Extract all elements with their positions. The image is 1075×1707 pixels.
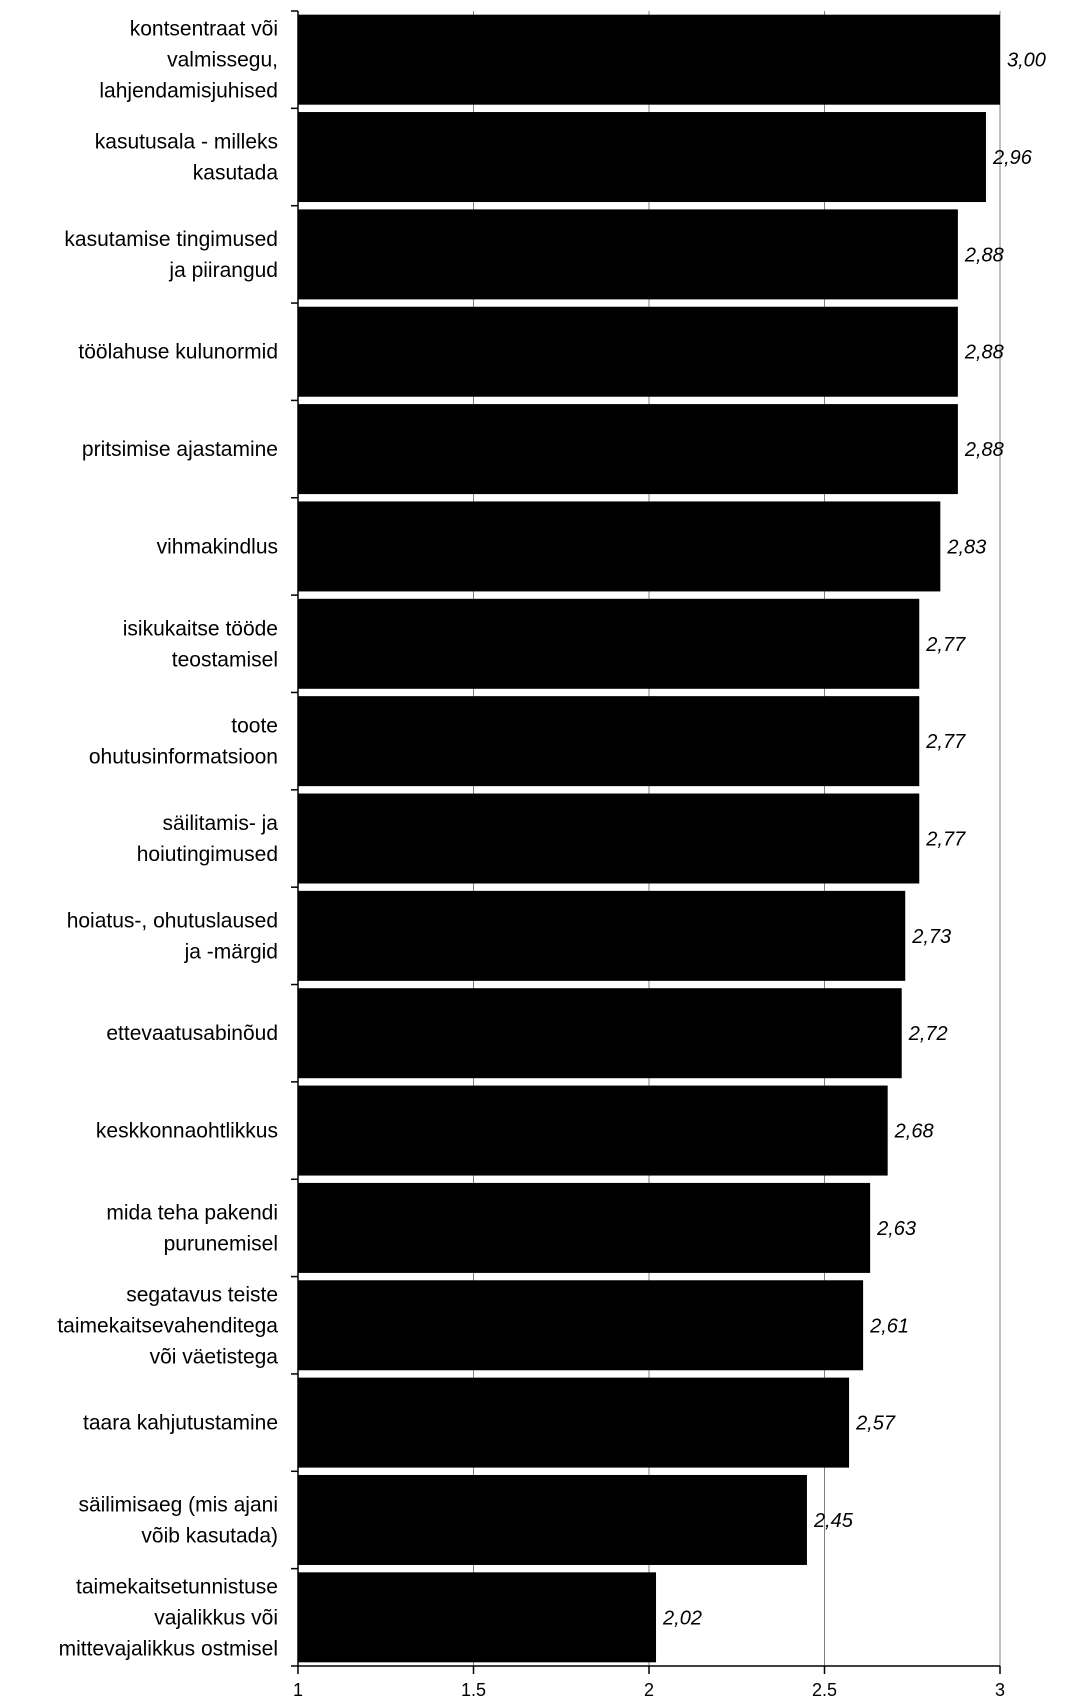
bar bbox=[298, 696, 920, 787]
category-label: segatavus teiste taimekaitsevahenditega võ… bbox=[57, 1283, 278, 1368]
value-label: 2,72 bbox=[908, 1023, 948, 1045]
x-tick-label: 2 bbox=[644, 1680, 654, 1700]
category-label-line: ettevaatusabinõud bbox=[106, 1022, 278, 1045]
value-label: 2,57 bbox=[855, 1413, 896, 1435]
value-label: 2,61 bbox=[869, 1315, 909, 1337]
category-label: kasutamise tingimused ja piirangud bbox=[64, 228, 278, 282]
category-label: pritsimise ajastamine bbox=[82, 438, 278, 461]
category-label: toote ohutusinformatsioon bbox=[89, 715, 278, 769]
category-label-line: kasutusala - milleks bbox=[95, 131, 278, 154]
bar bbox=[298, 14, 1000, 105]
category-label-line: ja piirangud bbox=[168, 259, 278, 282]
category-label: töölahuse kulunormid bbox=[78, 341, 278, 364]
category-label-line: kasutamise tingimused bbox=[64, 228, 278, 251]
bar bbox=[298, 890, 906, 981]
bar bbox=[298, 1572, 657, 1663]
bar bbox=[298, 1377, 850, 1468]
axes bbox=[291, 10, 1001, 1674]
bars bbox=[298, 14, 1000, 1663]
category-label-line: või väetistega bbox=[150, 1345, 279, 1368]
category-label: säilimisaeg (mis ajani võib kasutada) bbox=[78, 1493, 278, 1547]
category-label: kontsentraat või valmissegu, lahjendamisju… bbox=[99, 18, 278, 103]
value-label: 2,77 bbox=[925, 731, 966, 753]
labels: 1 1.5 2 2.5 3 3,00 kontsentraat või valmissegu,… bbox=[57, 18, 1046, 1700]
category-label-line: hoiutingimused bbox=[137, 843, 278, 866]
category-label-line: isikukaitse tööde bbox=[123, 617, 278, 640]
bar bbox=[298, 793, 920, 884]
bar bbox=[298, 1474, 807, 1565]
category-label: keskkonnaohtlikkus bbox=[96, 1120, 278, 1143]
bar bbox=[298, 1085, 888, 1176]
category-label-line: vajalikkus või bbox=[154, 1606, 278, 1629]
bar bbox=[298, 598, 920, 689]
bar bbox=[298, 209, 958, 300]
category-label-line: hoiatus-, ohutuslaused bbox=[67, 909, 278, 932]
value-label: 2,77 bbox=[925, 829, 966, 851]
value-label: 2,77 bbox=[925, 634, 966, 656]
category-label-line: valmissegu, bbox=[167, 49, 278, 72]
category-label-line: keskkonnaohtlikkus bbox=[96, 1120, 278, 1143]
category-label: kasutusala - milleks kasutada bbox=[95, 131, 279, 185]
x-tick-label: 1 bbox=[293, 1680, 303, 1700]
category-label-line: vihmakindlus bbox=[157, 535, 278, 558]
bar bbox=[298, 1182, 871, 1273]
bar bbox=[298, 112, 986, 203]
value-label: 2,88 bbox=[964, 342, 1004, 364]
category-label: isikukaitse tööde teostamisel bbox=[123, 617, 278, 671]
value-label: 2,63 bbox=[876, 1218, 916, 1240]
value-label: 2,83 bbox=[946, 536, 986, 558]
category-label-line: taara kahjutustamine bbox=[83, 1412, 278, 1435]
value-label: 2,02 bbox=[662, 1607, 702, 1629]
bar bbox=[298, 306, 958, 397]
category-label-line: mittevajalikkus ostmisel bbox=[59, 1637, 278, 1660]
category-label: säilitamis- ja hoiutingimused bbox=[137, 812, 279, 866]
category-label: ettevaatusabinõud bbox=[106, 1022, 278, 1045]
category-label-line: toote bbox=[231, 715, 278, 738]
x-tick-label: 1.5 bbox=[461, 1680, 486, 1700]
category-label-line: taimekaitsevahenditega bbox=[57, 1314, 278, 1337]
category-label-line: ja -märgid bbox=[184, 940, 278, 963]
category-label-line: säilitamis- ja bbox=[162, 812, 278, 835]
x-tick-label: 2.5 bbox=[812, 1680, 837, 1700]
value-label: 2,96 bbox=[992, 147, 1033, 169]
category-label-line: kasutada bbox=[193, 162, 279, 185]
category-label: taara kahjutustamine bbox=[83, 1412, 278, 1435]
bar bbox=[298, 988, 902, 1079]
bar bbox=[298, 501, 941, 592]
category-label: taimekaitsetunnistuse vajalikkus või mitte… bbox=[59, 1575, 278, 1660]
category-label-line: lahjendamisjuhised bbox=[99, 80, 278, 103]
category-label-line: kontsentraat või bbox=[130, 18, 278, 41]
value-label: 3,00 bbox=[1007, 50, 1046, 72]
category-label-line: ohutusinformatsioon bbox=[89, 746, 278, 769]
bar bbox=[298, 1280, 864, 1371]
category-label-line: säilimisaeg (mis ajani bbox=[78, 1493, 278, 1516]
category-label-line: purunemisel bbox=[164, 1232, 278, 1255]
category-label-line: võib kasutada) bbox=[141, 1524, 278, 1547]
category-label-line: pritsimise ajastamine bbox=[82, 438, 278, 461]
x-tick-label: 3 bbox=[995, 1680, 1005, 1700]
category-label-line: mida teha pakendi bbox=[106, 1201, 278, 1224]
category-label: vihmakindlus bbox=[157, 535, 278, 558]
bar bbox=[298, 404, 958, 495]
category-label-line: taimekaitsetunnistuse bbox=[76, 1575, 278, 1598]
category-label-line: teostamisel bbox=[172, 648, 278, 671]
category-label-line: segatavus teiste bbox=[126, 1283, 278, 1306]
value-label: 2,45 bbox=[813, 1510, 854, 1532]
category-label: mida teha pakendi purunemisel bbox=[106, 1201, 278, 1255]
value-label: 2,88 bbox=[964, 244, 1004, 266]
value-label: 2,88 bbox=[964, 439, 1004, 461]
value-label: 2,73 bbox=[911, 926, 951, 948]
value-label: 2,68 bbox=[894, 1121, 934, 1143]
category-label-line: töölahuse kulunormid bbox=[78, 341, 278, 364]
category-label: hoiatus-, ohutuslaused ja -märgid bbox=[67, 909, 278, 963]
